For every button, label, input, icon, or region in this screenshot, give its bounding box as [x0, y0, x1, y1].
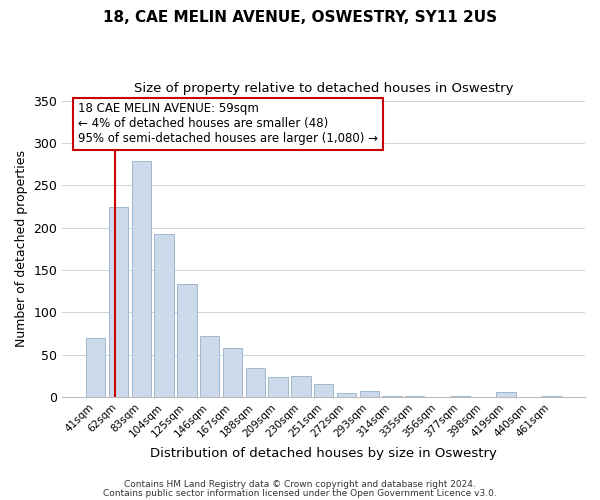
- Bar: [200, 336, 220, 397]
- Bar: [154, 234, 174, 397]
- Text: 18, CAE MELIN AVENUE, OSWESTRY, SY11 2US: 18, CAE MELIN AVENUE, OSWESTRY, SY11 2US: [103, 10, 497, 25]
- Bar: [268, 376, 288, 397]
- Bar: [177, 284, 197, 397]
- Bar: [291, 376, 311, 397]
- Text: Contains HM Land Registry data © Crown copyright and database right 2024.: Contains HM Land Registry data © Crown c…: [124, 480, 476, 489]
- Bar: [496, 392, 515, 397]
- Text: 18 CAE MELIN AVENUE: 59sqm
← 4% of detached houses are smaller (48)
95% of semi-: 18 CAE MELIN AVENUE: 59sqm ← 4% of detac…: [78, 102, 378, 146]
- Bar: [359, 391, 379, 397]
- Bar: [542, 396, 561, 397]
- Bar: [314, 384, 334, 397]
- Bar: [223, 348, 242, 397]
- Bar: [337, 392, 356, 397]
- Bar: [86, 338, 106, 397]
- Bar: [131, 161, 151, 397]
- Bar: [382, 396, 402, 397]
- Y-axis label: Number of detached properties: Number of detached properties: [15, 150, 28, 348]
- X-axis label: Distribution of detached houses by size in Oswestry: Distribution of detached houses by size …: [150, 447, 497, 460]
- Bar: [109, 208, 128, 397]
- Text: Contains public sector information licensed under the Open Government Licence v3: Contains public sector information licen…: [103, 489, 497, 498]
- Bar: [245, 368, 265, 397]
- Bar: [405, 396, 424, 397]
- Title: Size of property relative to detached houses in Oswestry: Size of property relative to detached ho…: [134, 82, 514, 96]
- Bar: [451, 396, 470, 397]
